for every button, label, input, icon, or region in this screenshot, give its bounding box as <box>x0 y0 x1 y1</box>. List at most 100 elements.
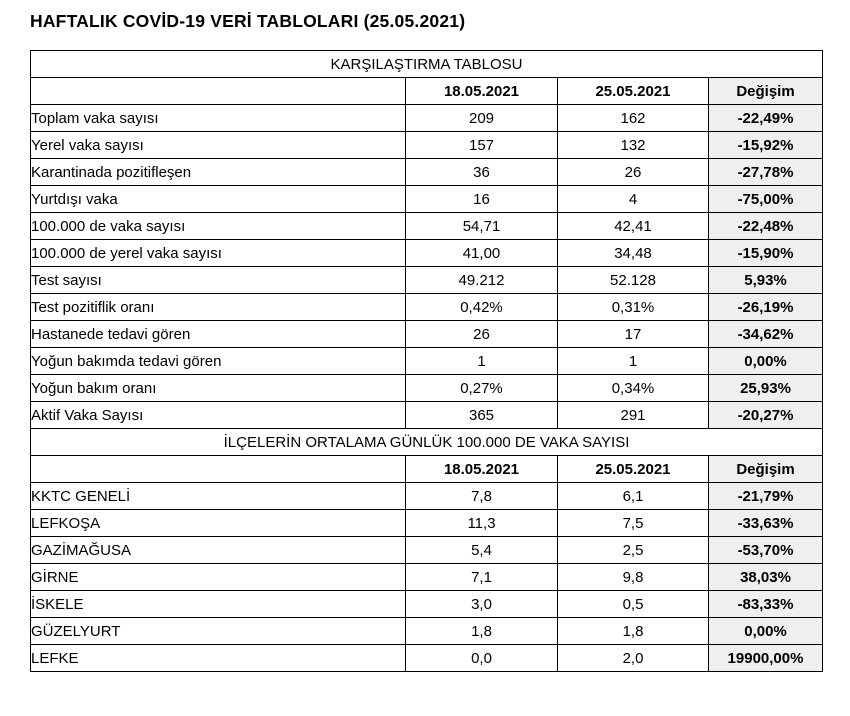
column-header-date-1: 18.05.2021 <box>405 455 558 483</box>
comparison-column-header-row: 18.05.2021 25.05.2021 Değişim <box>30 77 824 105</box>
row-label: KKTC GENELİ <box>30 482 406 510</box>
row-label: Yoğun bakım oranı <box>30 374 406 402</box>
value-cell-date-1: 365 <box>405 401 558 429</box>
districts-section-title: İLÇELERİN ORTALAMA GÜNLÜK 100.000 DE VAK… <box>29 428 824 456</box>
value-cell-date-2: 4 <box>557 185 709 213</box>
value-cell-date-1: 7,1 <box>405 563 558 591</box>
value-cell-date-1: 41,00 <box>405 239 558 267</box>
districts-column-header-row: 18.05.2021 25.05.2021 Değişim <box>30 455 824 483</box>
page-title: HAFTALIK COVİD-19 VERİ TABLOLARI (25.05.… <box>30 11 466 31</box>
change-cell: -83,33% <box>707 590 824 618</box>
districts-section-title-row: İLÇELERİN ORTALAMA GÜNLÜK 100.000 DE VAK… <box>29 428 824 456</box>
table-row: Yoğun bakımda tedavi gören 1 1 0,00% <box>30 347 824 375</box>
table-row: 100.000 de vaka sayısı 54,71 42,41 -22,4… <box>30 212 824 240</box>
value-cell-date-2: 291 <box>557 401 709 429</box>
value-cell-date-1: 1 <box>405 347 558 375</box>
comparison-section-title-row: KARŞILAŞTIRMA TABLOSU <box>29 50 824 78</box>
value-cell-date-2: 34,48 <box>557 239 709 267</box>
table-row: Yurtdışı vaka 16 4 -75,00% <box>30 185 824 213</box>
table-row: Yoğun bakım oranı 0,27% 0,34% 25,93% <box>30 374 824 402</box>
table-row: KKTC GENELİ 7,8 6,1 -21,79% <box>30 482 824 510</box>
value-cell-date-2: 42,41 <box>557 212 709 240</box>
change-cell: 0,00% <box>707 617 824 645</box>
comparison-section-title: KARŞILAŞTIRMA TABLOSU <box>29 50 824 78</box>
value-cell-date-2: 17 <box>557 320 709 348</box>
value-cell-date-2: 2,0 <box>557 644 709 672</box>
value-cell-date-1: 157 <box>405 131 558 159</box>
value-cell-date-2: 0,34% <box>557 374 709 402</box>
value-cell-date-2: 2,5 <box>557 536 709 564</box>
row-label: 100.000 de yerel vaka sayısı <box>30 239 406 267</box>
row-label: Yurtdışı vaka <box>30 185 406 213</box>
change-cell: -20,27% <box>707 401 824 429</box>
change-cell: -21,79% <box>707 482 824 510</box>
row-label: LEFKOŞA <box>30 509 406 537</box>
value-cell-date-2: 6,1 <box>557 482 709 510</box>
change-cell: -27,78% <box>707 158 824 186</box>
table-row: GİRNE 7,1 9,8 38,03% <box>30 563 824 591</box>
row-label: GAZİMAĞUSA <box>30 536 406 564</box>
value-cell-date-1: 54,71 <box>405 212 558 240</box>
row-label: LEFKE <box>30 644 406 672</box>
table-row: Test pozitiflik oranı 0,42% 0,31% -26,19… <box>30 293 824 321</box>
value-cell-date-1: 16 <box>405 185 558 213</box>
value-cell-date-1: 3,0 <box>405 590 558 618</box>
change-cell: -53,70% <box>707 536 824 564</box>
value-cell-date-1: 1,8 <box>405 617 558 645</box>
change-cell: 0,00% <box>707 347 824 375</box>
value-cell-date-2: 0,5 <box>557 590 709 618</box>
table-row: Test sayısı 49.212 52.128 5,93% <box>30 266 824 294</box>
value-cell-date-1: 0,27% <box>405 374 558 402</box>
empty-header-cell <box>30 455 406 483</box>
value-cell-date-1: 26 <box>405 320 558 348</box>
value-cell-date-1: 0,42% <box>405 293 558 321</box>
row-label: GÜZELYURT <box>30 617 406 645</box>
table-row: GAZİMAĞUSA 5,4 2,5 -53,70% <box>30 536 824 564</box>
table-row: Yerel vaka sayısı 157 132 -15,92% <box>30 131 824 159</box>
row-label: GİRNE <box>30 563 406 591</box>
value-cell-date-2: 1,8 <box>557 617 709 645</box>
row-label: Karantinada pozitifleşen <box>30 158 406 186</box>
change-cell: -22,48% <box>707 212 824 240</box>
value-cell-date-2: 7,5 <box>557 509 709 537</box>
column-header-change: Değişim <box>707 455 824 483</box>
table-row: LEFKE 0,0 2,0 19900,00% <box>30 644 824 672</box>
column-header-date-2: 25.05.2021 <box>557 455 709 483</box>
change-cell: 19900,00% <box>707 644 824 672</box>
value-cell-date-2: 0,31% <box>557 293 709 321</box>
change-cell: -22,49% <box>707 104 824 132</box>
value-cell-date-1: 36 <box>405 158 558 186</box>
change-cell: -15,90% <box>707 239 824 267</box>
change-cell: -75,00% <box>707 185 824 213</box>
table-row: 100.000 de yerel vaka sayısı 41,00 34,48… <box>30 239 824 267</box>
row-label: Test pozitiflik oranı <box>30 293 406 321</box>
table-row: İSKELE 3,0 0,5 -83,33% <box>30 590 824 618</box>
row-label: İSKELE <box>30 590 406 618</box>
covid-data-table: KARŞILAŞTIRMA TABLOSU 18.05.2021 25.05.2… <box>29 50 824 672</box>
row-label: Yerel vaka sayısı <box>30 131 406 159</box>
row-label: 100.000 de vaka sayısı <box>30 212 406 240</box>
change-cell: -34,62% <box>707 320 824 348</box>
value-cell-date-2: 1 <box>557 347 709 375</box>
row-label: Hastanede tedavi gören <box>30 320 406 348</box>
row-label: Toplam vaka sayısı <box>30 104 406 132</box>
column-header-date-2: 25.05.2021 <box>557 77 709 105</box>
value-cell-date-2: 52.128 <box>557 266 709 294</box>
change-cell: -26,19% <box>707 293 824 321</box>
table-row: Toplam vaka sayısı 209 162 -22,49% <box>30 104 824 132</box>
table-row: LEFKOŞA 11,3 7,5 -33,63% <box>30 509 824 537</box>
value-cell-date-2: 162 <box>557 104 709 132</box>
value-cell-date-1: 209 <box>405 104 558 132</box>
value-cell-date-1: 0,0 <box>405 644 558 672</box>
change-cell: 5,93% <box>707 266 824 294</box>
change-cell: 25,93% <box>707 374 824 402</box>
value-cell-date-2: 9,8 <box>557 563 709 591</box>
column-header-change: Değişim <box>707 77 824 105</box>
column-header-date-1: 18.05.2021 <box>405 77 558 105</box>
value-cell-date-1: 49.212 <box>405 266 558 294</box>
value-cell-date-2: 26 <box>557 158 709 186</box>
table-row: Hastanede tedavi gören 26 17 -34,62% <box>30 320 824 348</box>
row-label: Yoğun bakımda tedavi gören <box>30 347 406 375</box>
value-cell-date-1: 5,4 <box>405 536 558 564</box>
